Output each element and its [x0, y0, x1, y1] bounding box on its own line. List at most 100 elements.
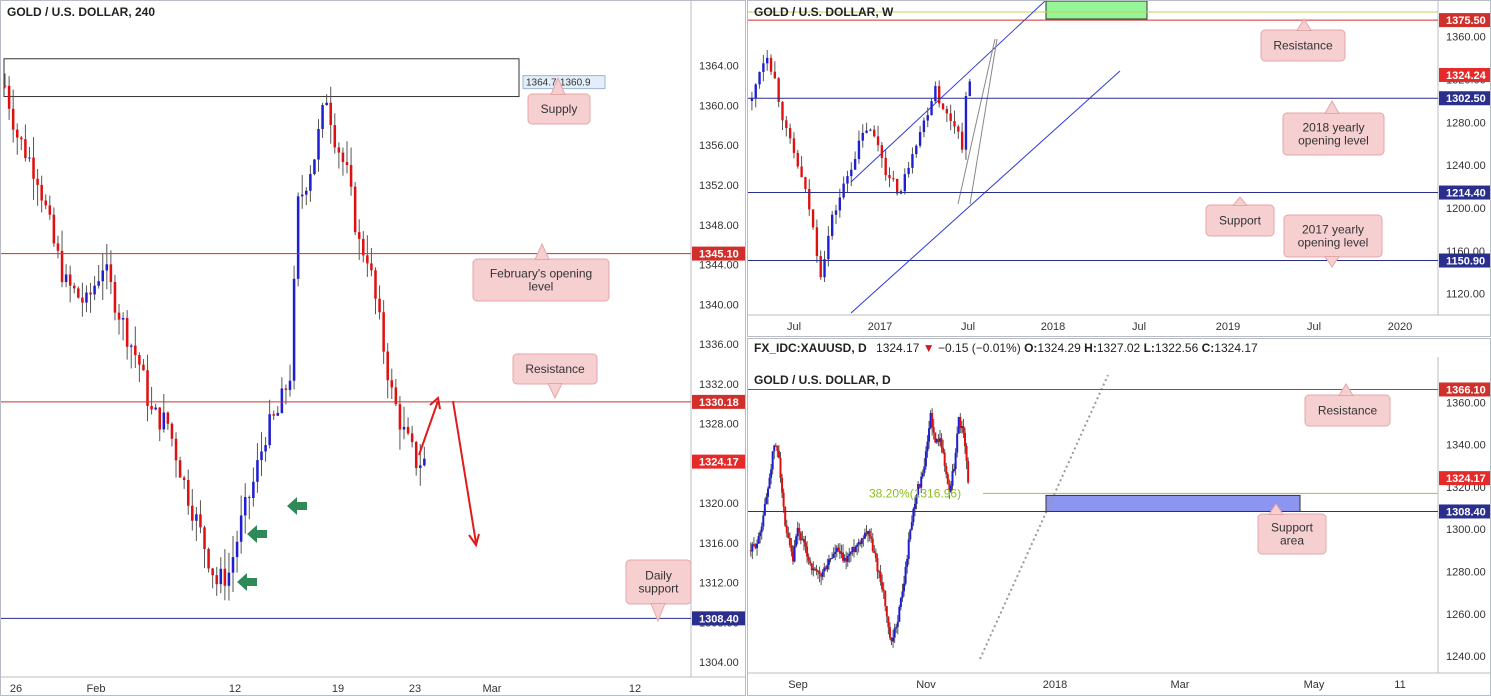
candle-body — [97, 281, 100, 286]
candle-body — [880, 145, 884, 158]
y-tick-label: 1120.00 — [1446, 289, 1485, 301]
price-label: 1150.90 — [1446, 256, 1485, 268]
candle-body — [146, 370, 149, 406]
candle-body — [292, 278, 296, 381]
candle-body — [879, 571, 882, 583]
candle-body — [309, 174, 312, 191]
candle-body — [777, 450, 780, 458]
candle-body — [910, 522, 913, 530]
price-label-box — [692, 246, 745, 261]
price-label-box — [1439, 253, 1490, 268]
candle-body — [926, 441, 929, 452]
candle-body — [945, 109, 949, 114]
y-tick-label: 1304.00 — [699, 657, 739, 669]
y-tick-label: 1300.00 — [1446, 524, 1486, 536]
candle-body — [843, 557, 846, 561]
candle-body — [215, 575, 218, 585]
candle-body — [838, 550, 841, 554]
candle-body — [860, 538, 863, 544]
y-tick-label: 1364.00 — [699, 61, 739, 73]
candle-body — [901, 591, 904, 598]
callout-text: Supply — [541, 102, 578, 116]
candle-body — [374, 270, 377, 299]
candle-body — [892, 178, 895, 180]
chart-panel-daily[interactable]: 1360.00 1340.00 1320.00 1300.00 1280.00 1260.… — [747, 338, 1491, 696]
candle-body — [382, 312, 385, 352]
candle-body — [64, 274, 68, 283]
chart-weekly[interactable]: 1360.001320.001280.001240.001200.001160.… — [748, 1, 1491, 337]
x-tick-label: May — [1304, 679, 1325, 691]
chart-panel-weekly[interactable]: 1360.001320.001280.001240.001200.001160.… — [747, 0, 1491, 337]
candle-body — [823, 567, 826, 572]
candle-body — [227, 572, 231, 586]
candle-body — [871, 538, 874, 552]
candle-body — [796, 152, 799, 167]
price-label: 1324.24 — [1446, 70, 1487, 82]
candle-body — [876, 136, 880, 146]
chart-daily[interactable]: 1360.001340.001320.001300.001280.001260.… — [748, 339, 1491, 696]
candle-body — [239, 515, 243, 542]
candle-body — [101, 270, 105, 282]
callout-text: 2018 yearly — [1302, 121, 1364, 135]
candle-body — [867, 530, 870, 535]
price-label-box — [692, 454, 745, 469]
candle-body — [162, 412, 166, 430]
candle-body — [953, 120, 956, 127]
candle-body — [917, 484, 920, 495]
candle-body — [89, 292, 92, 295]
x-tick-label: 23 — [409, 683, 421, 695]
callout-supply: Supply — [527, 76, 591, 125]
price-label-box — [1439, 382, 1490, 397]
callout-box — [1257, 513, 1327, 555]
callout-resistance-d: Resistance — [1304, 383, 1391, 427]
candle-body — [754, 84, 757, 98]
left-arrow-icon — [237, 573, 257, 591]
candle-body — [863, 532, 866, 539]
chart-h4[interactable]: 1364.00 1360.00 1356.00 1352.00 1348.00 1344.… — [1, 1, 746, 696]
y-tick-label: 1360.00 — [699, 100, 739, 112]
candle-body — [777, 78, 780, 102]
ticker-low: 1322.56 — [1154, 341, 1199, 355]
candle-body — [859, 542, 862, 544]
candle-body — [912, 508, 915, 523]
candle-body — [812, 568, 815, 571]
candle-body — [896, 621, 899, 628]
price-label: 1375.50 — [1446, 15, 1486, 27]
left-arrow-icon — [287, 497, 307, 515]
candle-body — [915, 145, 918, 155]
candle-body — [842, 183, 845, 198]
candle-body — [170, 423, 174, 439]
candle-body — [809, 560, 812, 564]
price-label-box — [1439, 471, 1490, 486]
candle-body — [965, 445, 968, 461]
price-label: 1324.17 — [699, 457, 739, 469]
callout-text: Resistance — [1318, 404, 1378, 418]
x-tick-label: Sep — [788, 679, 808, 691]
candle-body — [887, 616, 890, 628]
candle-body — [60, 250, 64, 283]
y-tick-label: 1200.00 — [1446, 203, 1486, 215]
chart-panel-h4[interactable]: 1364.00 1360.00 1356.00 1352.00 1348.00 1344.… — [0, 0, 746, 696]
candle-body — [166, 412, 170, 424]
x-tick-label: 2019 — [1216, 321, 1240, 333]
candle-body — [837, 547, 840, 551]
callout-text: opening level — [1298, 134, 1369, 148]
candle-body — [109, 264, 113, 283]
candle-body — [72, 285, 76, 289]
candle-body — [918, 484, 921, 488]
candle-body — [268, 414, 271, 446]
price-label: 1324.17 — [1446, 473, 1486, 485]
candle-body — [923, 466, 926, 474]
candle-body — [959, 416, 962, 429]
candle-body — [881, 582, 884, 590]
projection-arrows — [418, 396, 480, 548]
candle-body — [830, 214, 834, 236]
candle-body — [158, 407, 161, 430]
candle-body — [776, 445, 779, 451]
price-label-box — [1439, 504, 1490, 519]
candle-body — [386, 351, 389, 381]
candle-body — [770, 469, 773, 478]
y-tick-label: 1360.00 — [1446, 397, 1486, 409]
candle-body — [345, 162, 349, 166]
